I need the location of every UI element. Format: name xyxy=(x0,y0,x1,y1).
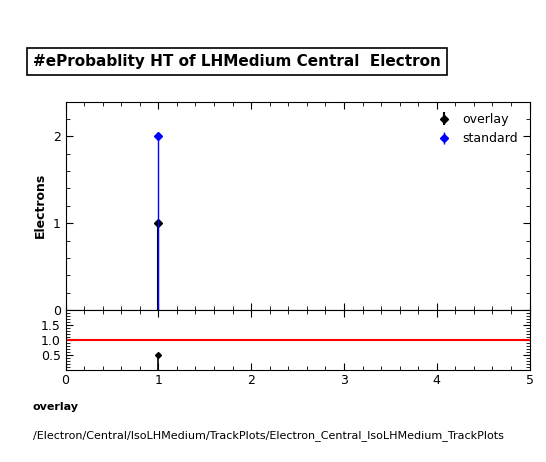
Text: /Electron/Central/IsoLHMedium/TrackPlots/Electron_Central_IsoLHMedium_TrackPlots: /Electron/Central/IsoLHMedium/TrackPlots… xyxy=(33,430,503,441)
Text: overlay: overlay xyxy=(33,402,79,412)
Y-axis label: Electrons: Electrons xyxy=(34,173,47,238)
Legend: overlay, standard: overlay, standard xyxy=(426,108,524,150)
Text: #eProbablity HT of LHMedium Central  Electron: #eProbablity HT of LHMedium Central Elec… xyxy=(33,55,441,69)
